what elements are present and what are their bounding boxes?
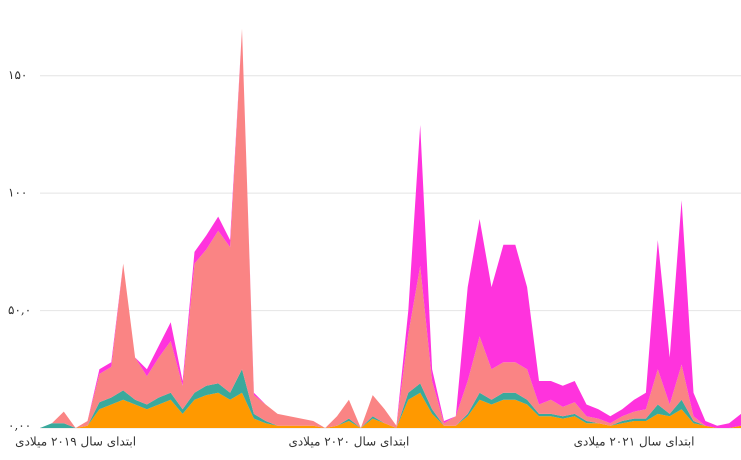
area xyxy=(40,28,741,428)
area xyxy=(40,28,741,428)
x-tick-label: ابتدای سال ۲۰۱۹ میلادی xyxy=(15,435,136,449)
y-tick-label: ۱۵۰ xyxy=(8,68,27,82)
y-tick-label: ۵۰,۰ xyxy=(8,303,31,317)
x-tick-label: ابتدای سال ۲۰۲۰ میلادی xyxy=(288,435,409,449)
y-tick-label: ۰,۰۰ xyxy=(8,419,31,433)
area xyxy=(40,392,741,428)
y-tick-label: ۱۰۰ xyxy=(8,186,27,200)
x-tick-label: ابتدای سال ۲۰۲۱ میلادی xyxy=(574,435,695,449)
area xyxy=(40,369,741,428)
